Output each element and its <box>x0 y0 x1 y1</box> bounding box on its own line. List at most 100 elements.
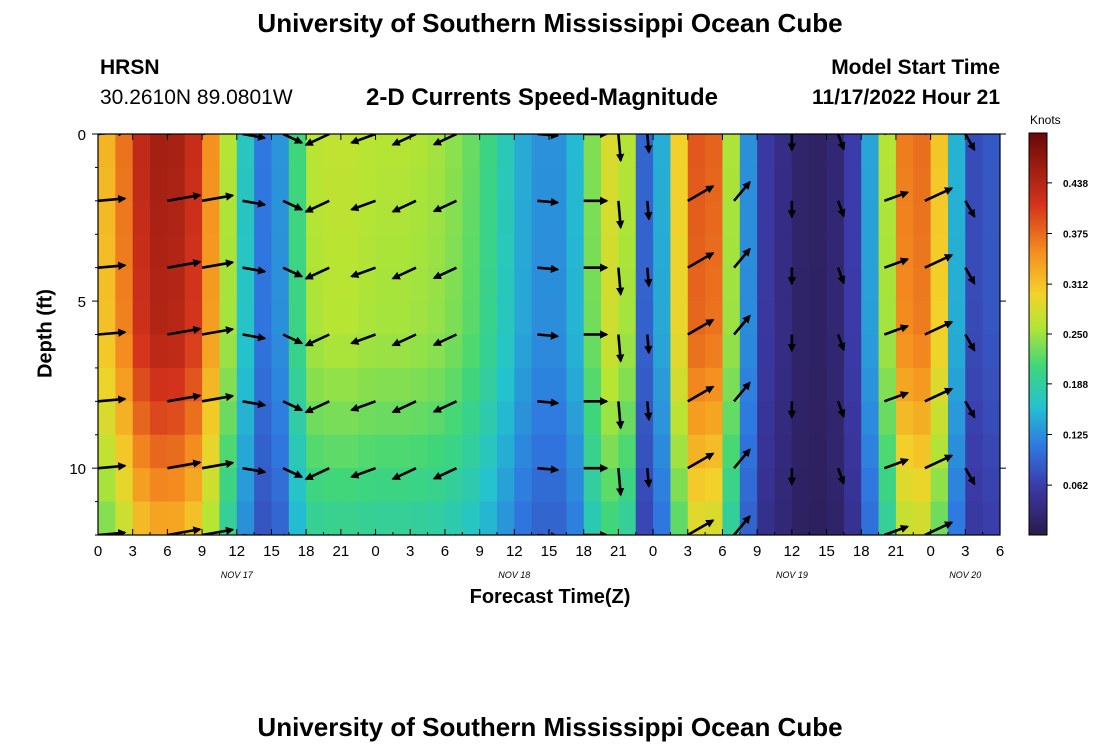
heatmap-cell <box>358 267 377 302</box>
heatmap-cell <box>392 434 411 469</box>
current-vector <box>924 387 954 403</box>
heatmap-cell <box>947 134 966 169</box>
current-vector <box>282 134 304 144</box>
heatmap-cell <box>895 267 914 302</box>
heatmap-cell <box>375 200 394 235</box>
heatmap-cell <box>549 267 567 302</box>
heatmap-cell <box>566 401 585 436</box>
heatmap-cell <box>479 434 498 469</box>
heatmap-cell <box>254 468 273 503</box>
current-vector <box>644 468 653 488</box>
main-title: University of Southern Mississippi Ocean… <box>257 8 843 38</box>
heatmap-cell <box>583 501 602 535</box>
heatmap-cell <box>583 200 602 235</box>
heatmap-cell <box>566 367 585 402</box>
heatmap-cell <box>861 501 880 535</box>
heatmap-cell <box>549 234 567 269</box>
heatmap-cell <box>843 301 862 336</box>
heatmap-cell <box>947 267 966 302</box>
current-vector <box>687 519 715 535</box>
heatmap-cell <box>930 134 949 169</box>
heatmap-cell <box>583 234 602 269</box>
heatmap-cell <box>479 134 498 169</box>
heatmap-cell <box>670 267 689 302</box>
heatmap-cell <box>566 200 585 235</box>
heatmap-cell <box>861 401 880 436</box>
heatmap-cell <box>444 234 463 269</box>
current-vector <box>350 333 376 345</box>
heatmap-cell <box>306 434 325 469</box>
heatmap-cell <box>462 334 481 369</box>
heatmap-cell <box>843 501 862 535</box>
heatmap-cell <box>219 267 238 302</box>
heatmap-cell <box>427 234 446 269</box>
heatmap-cell <box>705 234 724 269</box>
heatmap-cell <box>410 234 429 269</box>
heatmap-cell <box>878 501 897 535</box>
heatmap-cell <box>913 334 932 369</box>
heatmap-cell <box>514 434 533 469</box>
heatmap-cell <box>843 267 862 302</box>
current-vector <box>304 199 330 213</box>
heatmap-cell <box>757 501 776 535</box>
heatmap-cell <box>809 367 828 402</box>
heatmap-cell <box>653 334 672 369</box>
heatmap-cell <box>635 468 654 503</box>
heatmap-cell <box>410 200 429 235</box>
heatmap-cell <box>739 134 758 169</box>
heatmap-cell <box>757 267 776 302</box>
current-vector <box>836 134 846 151</box>
x-tick-label: 15 <box>818 543 835 560</box>
current-vector <box>201 192 235 203</box>
current-vector <box>350 400 376 412</box>
heatmap-cell <box>913 267 932 302</box>
heatmap-cell <box>323 234 342 269</box>
heatmap-cell <box>167 401 186 436</box>
heatmap-cell <box>913 401 932 436</box>
station-coords: 30.2610N 89.0801W <box>100 86 293 109</box>
current-vector <box>350 466 376 479</box>
heatmap-cell <box>236 301 255 336</box>
heatmap-cell <box>375 468 394 503</box>
heatmap-cell <box>843 234 862 269</box>
heatmap-cell <box>115 501 134 535</box>
heatmap-cell <box>930 334 949 369</box>
heatmap-cell <box>843 334 862 369</box>
heatmap-cell <box>323 334 342 369</box>
heatmap-cell <box>861 167 880 202</box>
heatmap-cell <box>514 401 533 436</box>
current-vector <box>242 333 267 342</box>
heatmap-cell <box>791 234 810 269</box>
current-vector <box>350 134 376 145</box>
heatmap-cell <box>878 434 897 469</box>
heatmap-cell <box>774 468 793 503</box>
y-tick-label: 0 <box>78 127 86 144</box>
heatmap-cell <box>202 234 221 269</box>
heatmap-cell <box>670 334 689 369</box>
heatmap-cell <box>115 301 134 336</box>
heatmap-cell <box>566 167 585 202</box>
current-vector <box>883 190 910 203</box>
heatmap-cell <box>323 134 342 169</box>
heatmap-cell <box>323 267 342 302</box>
heatmap-cell <box>791 134 810 169</box>
heatmap-cell <box>184 334 203 369</box>
heatmap-cell <box>202 134 221 169</box>
current-vector <box>615 401 625 430</box>
heatmap-cell <box>236 468 255 503</box>
heatmap-cell <box>496 468 515 503</box>
heatmap-cell <box>670 434 689 469</box>
heatmap-cell <box>774 367 793 402</box>
heatmap-cell <box>410 167 429 202</box>
heatmap-cell <box>670 468 689 503</box>
heatmap-cell <box>826 501 845 535</box>
heatmap-cell <box>150 367 168 402</box>
current-vector <box>964 200 976 219</box>
heatmap-cell <box>757 301 776 336</box>
heatmap-cell <box>462 468 481 503</box>
heatmap-cell <box>531 234 550 269</box>
heatmap-cell <box>653 134 672 169</box>
heatmap-cell <box>514 468 533 503</box>
heatmap-cell <box>98 367 116 402</box>
current-vector <box>282 466 304 479</box>
